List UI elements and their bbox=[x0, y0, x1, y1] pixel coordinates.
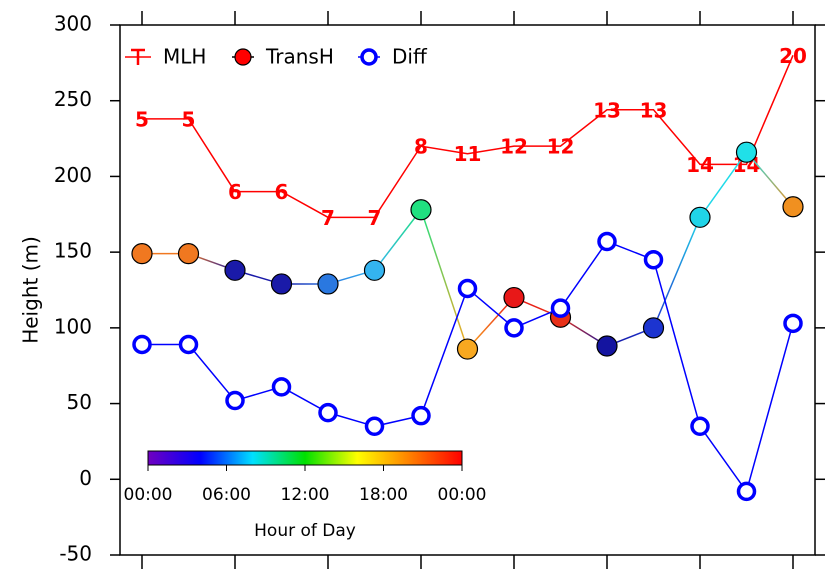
point-label: 13 bbox=[640, 98, 668, 122]
legend-label: TransH bbox=[265, 45, 334, 69]
plot-frame bbox=[119, 24, 816, 556]
point-label: 12 bbox=[547, 135, 575, 159]
point bbox=[364, 416, 385, 437]
point bbox=[317, 273, 339, 295]
point bbox=[596, 335, 618, 357]
series-segment bbox=[466, 297, 515, 350]
legend-label: Diff bbox=[392, 45, 428, 69]
y-tick-label: 150 bbox=[54, 239, 92, 263]
point-label: 12 bbox=[500, 135, 528, 159]
colorbar-tick-label: 00:00 bbox=[124, 485, 173, 505]
point bbox=[783, 313, 803, 334]
point bbox=[690, 416, 710, 437]
series-segment bbox=[420, 209, 469, 350]
point bbox=[411, 405, 431, 426]
point bbox=[456, 338, 479, 360]
y-tick-label: 50 bbox=[67, 390, 92, 414]
y-tick-label: 250 bbox=[54, 87, 92, 111]
point-label: 5 bbox=[182, 107, 196, 131]
legend-marker bbox=[234, 48, 252, 66]
series-segment bbox=[652, 217, 701, 329]
point bbox=[782, 196, 804, 218]
y-axis-label: Height (m) bbox=[19, 236, 43, 344]
point-label: 11 bbox=[454, 142, 482, 166]
y-tick-label: 300 bbox=[54, 12, 92, 36]
point-label: 6 bbox=[228, 180, 242, 204]
point bbox=[550, 298, 571, 318]
colorbar-tick-label: 00:00 bbox=[438, 485, 487, 505]
point bbox=[363, 259, 386, 281]
point bbox=[736, 481, 757, 502]
point bbox=[457, 278, 478, 299]
y-tick-label: 200 bbox=[54, 163, 92, 187]
point-label: 8 bbox=[414, 135, 428, 159]
point bbox=[224, 259, 246, 281]
colorbar-tick-label: 12:00 bbox=[281, 485, 330, 505]
point bbox=[410, 199, 432, 221]
series-segment bbox=[745, 151, 794, 208]
point bbox=[132, 334, 152, 355]
series-segment bbox=[373, 209, 422, 271]
y-tick-label: 100 bbox=[54, 314, 92, 338]
point bbox=[504, 318, 524, 338]
series-segment bbox=[699, 151, 748, 218]
point bbox=[318, 402, 338, 423]
point bbox=[271, 377, 292, 397]
legend-marker bbox=[360, 48, 378, 66]
point-label: 7 bbox=[368, 206, 382, 230]
point-label: 6 bbox=[275, 180, 289, 204]
point bbox=[735, 141, 758, 163]
point bbox=[503, 286, 525, 309]
point-label: 7 bbox=[321, 206, 335, 230]
point bbox=[178, 334, 199, 355]
point bbox=[270, 273, 293, 295]
point bbox=[177, 243, 200, 265]
y-tick-label: -50 bbox=[59, 542, 92, 566]
point bbox=[131, 243, 153, 265]
point bbox=[643, 249, 664, 270]
point-label: 5 bbox=[135, 107, 149, 131]
colorbar-title: Hour of Day bbox=[254, 521, 356, 541]
point-label: 20 bbox=[779, 44, 807, 68]
colorbar-tick-label: 06:00 bbox=[202, 485, 251, 505]
colorbar bbox=[147, 450, 463, 466]
point bbox=[225, 390, 245, 411]
point-label: 13 bbox=[593, 98, 621, 122]
point bbox=[597, 231, 617, 252]
point bbox=[689, 206, 711, 228]
y-tick-label: 0 bbox=[79, 466, 92, 490]
colorbar-tick-label: 18:00 bbox=[359, 485, 408, 505]
legend-label: MLH bbox=[163, 45, 206, 69]
point-label: 14 bbox=[686, 153, 714, 177]
point bbox=[642, 317, 665, 339]
series-line bbox=[142, 54, 794, 219]
